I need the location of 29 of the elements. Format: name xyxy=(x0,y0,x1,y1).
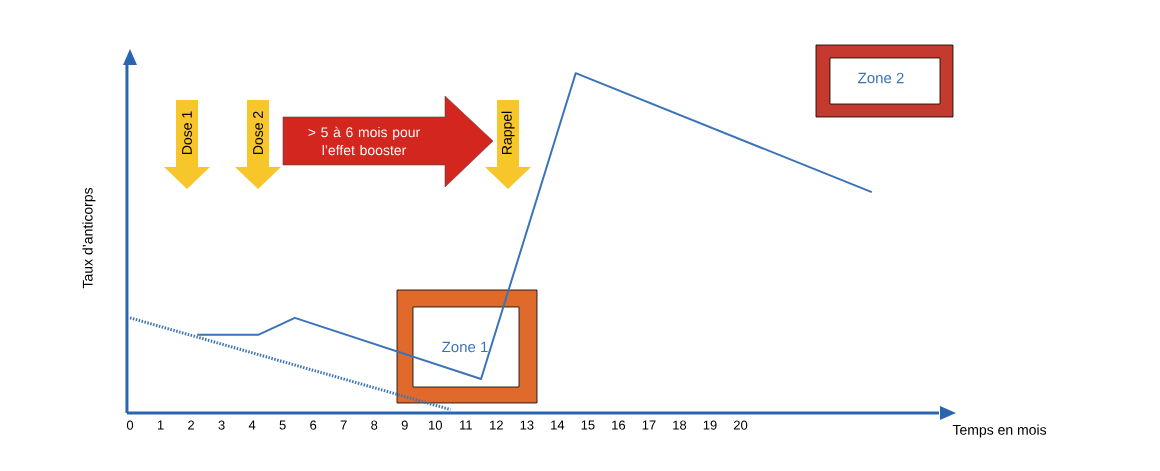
x-tick-label: 5 xyxy=(279,420,286,430)
annotation: Rappel xyxy=(501,111,515,155)
x-tick-label: 6 xyxy=(310,420,317,430)
x-tick-label: 3 xyxy=(218,420,225,430)
x-tick-label: 10 xyxy=(429,420,442,430)
x-tick-label: 11 xyxy=(460,420,472,430)
x-tick-label: 17 xyxy=(642,420,656,430)
annotation: > 5 à 6 mois pour l’effet booster xyxy=(308,126,420,156)
x-axis-title: Temps en mois xyxy=(952,424,1047,438)
y-axis-title: Taux d’anticorps xyxy=(82,187,96,289)
x-tick-label: 7 xyxy=(340,420,347,430)
annotation: Zone 1 xyxy=(442,341,488,353)
x-tick-label: 14 xyxy=(551,420,565,430)
x-tick-label: 18 xyxy=(673,420,687,430)
x-tick-label: 9 xyxy=(401,420,408,430)
x-tick-label: 1 xyxy=(157,420,164,430)
annotation: Dose 2 xyxy=(253,111,263,155)
x-tick-label: 8 xyxy=(371,420,378,430)
x-tick-label: 13 xyxy=(520,420,534,430)
annotation: Zone 2 xyxy=(858,72,904,84)
x-tick-label: 19 xyxy=(703,420,717,430)
x-tick-label: 2 xyxy=(188,420,195,430)
x-tick-label: 0 xyxy=(126,420,134,430)
x-tick-label: 20 xyxy=(733,420,748,430)
x-tick-label: 15 xyxy=(581,420,595,430)
x-tick-label: 4 xyxy=(248,420,256,430)
annotation: Dose 1 xyxy=(182,111,192,155)
x-tick-label: 12 xyxy=(490,420,503,430)
x-tick-label: 16 xyxy=(612,420,626,430)
